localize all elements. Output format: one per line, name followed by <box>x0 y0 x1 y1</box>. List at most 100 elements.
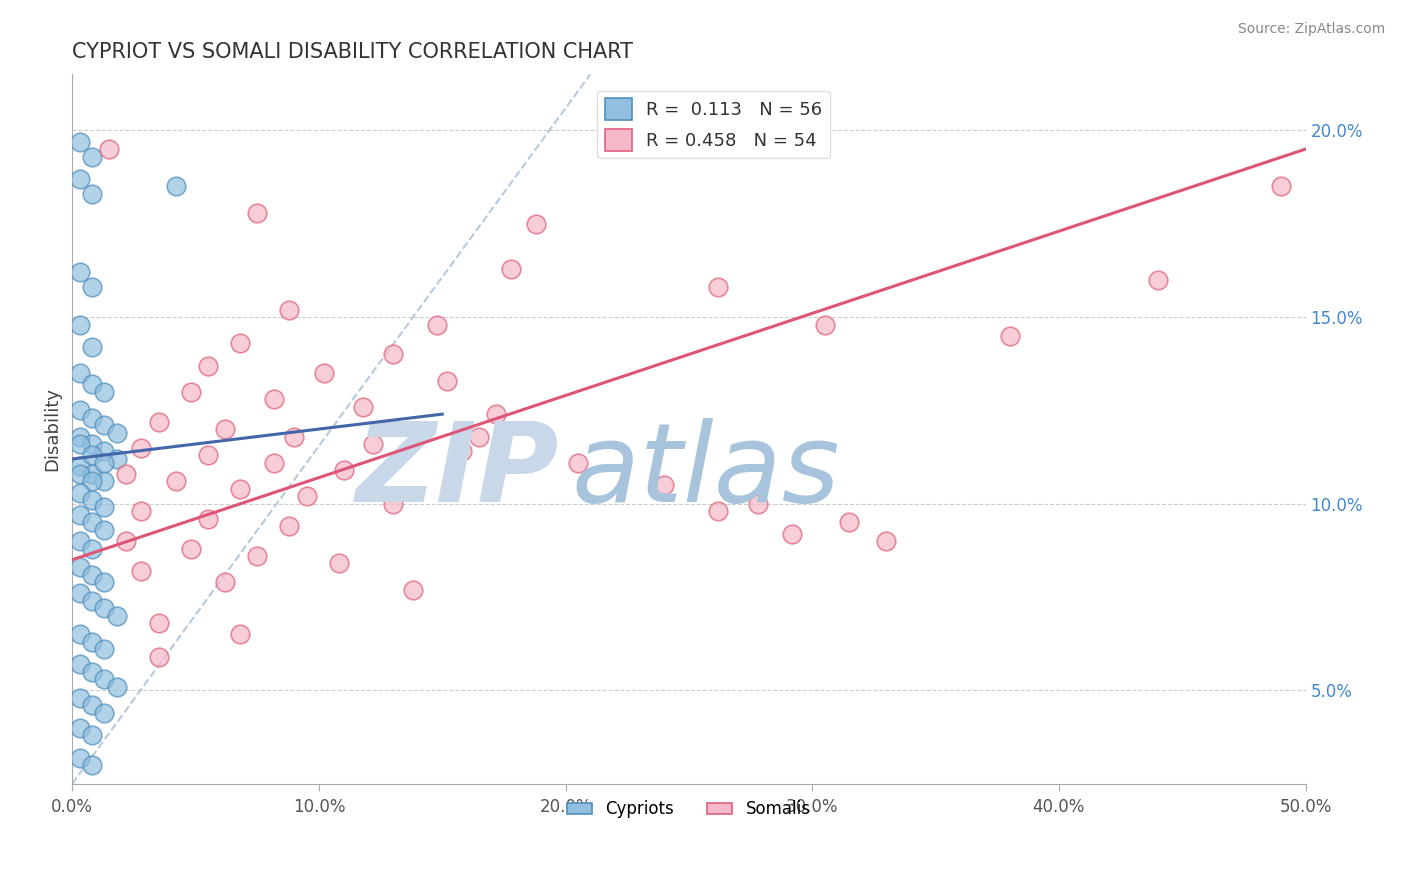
Point <box>214 422 236 436</box>
Point <box>80 475 103 489</box>
Point <box>69 172 91 186</box>
Point <box>148 415 170 429</box>
Point <box>69 534 91 549</box>
Point <box>80 665 103 679</box>
Point <box>246 205 269 219</box>
Point <box>69 403 91 417</box>
Point <box>1146 273 1168 287</box>
Point <box>567 456 589 470</box>
Point <box>69 318 91 332</box>
Point <box>312 366 335 380</box>
Point <box>80 437 103 451</box>
Point <box>129 504 152 518</box>
Point <box>747 497 769 511</box>
Point <box>69 485 91 500</box>
Point <box>707 280 730 294</box>
Point <box>214 575 236 590</box>
Point <box>115 534 138 549</box>
Point <box>105 680 128 694</box>
Point <box>426 318 449 332</box>
Point <box>69 586 91 600</box>
Point <box>436 374 458 388</box>
Point <box>80 516 103 530</box>
Point <box>80 635 103 649</box>
Point <box>93 575 115 590</box>
Point <box>93 456 115 470</box>
Y-axis label: Disability: Disability <box>44 387 60 471</box>
Point <box>93 500 115 515</box>
Point <box>361 437 384 451</box>
Point <box>93 523 115 537</box>
Point <box>69 508 91 522</box>
Point <box>80 377 103 392</box>
Point <box>263 392 285 407</box>
Point <box>105 608 128 623</box>
Point <box>80 410 103 425</box>
Point <box>165 475 187 489</box>
Point <box>381 347 404 361</box>
Point <box>93 444 115 458</box>
Point <box>813 318 835 332</box>
Point <box>93 475 115 489</box>
Point <box>229 627 252 641</box>
Point <box>229 336 252 351</box>
Text: CYPRIOT VS SOMALI DISABILITY CORRELATION CHART: CYPRIOT VS SOMALI DISABILITY CORRELATION… <box>72 42 633 62</box>
Point <box>80 467 103 481</box>
Point <box>180 384 202 399</box>
Point <box>93 642 115 657</box>
Point <box>80 186 103 201</box>
Point <box>652 478 675 492</box>
Text: atlas: atlas <box>572 418 841 525</box>
Point <box>69 437 91 451</box>
Point <box>69 265 91 279</box>
Point <box>468 429 491 443</box>
Point <box>295 489 318 503</box>
Point <box>875 534 897 549</box>
Point <box>352 400 374 414</box>
Point <box>180 541 202 556</box>
Point <box>80 493 103 508</box>
Point <box>148 616 170 631</box>
Point <box>80 567 103 582</box>
Point <box>278 519 301 533</box>
Point <box>98 142 121 156</box>
Point <box>129 441 152 455</box>
Point <box>1270 179 1292 194</box>
Point <box>401 582 423 597</box>
Point <box>80 594 103 608</box>
Point <box>278 302 301 317</box>
Point <box>381 497 404 511</box>
Point <box>69 750 91 764</box>
Point <box>451 444 474 458</box>
Point <box>115 467 138 481</box>
Text: ZIP: ZIP <box>356 418 560 525</box>
Point <box>707 504 730 518</box>
Point <box>80 150 103 164</box>
Point <box>501 261 523 276</box>
Point <box>69 657 91 672</box>
Point <box>283 429 305 443</box>
Point <box>69 560 91 574</box>
Point <box>197 511 219 525</box>
Point <box>69 429 91 443</box>
Point <box>80 758 103 772</box>
Point <box>69 467 91 481</box>
Point <box>80 280 103 294</box>
Point <box>93 672 115 686</box>
Point <box>69 366 91 380</box>
Point <box>80 541 103 556</box>
Legend: Cypriots, Somalis: Cypriots, Somalis <box>561 794 817 825</box>
Point <box>80 340 103 354</box>
Point <box>93 418 115 433</box>
Point <box>105 425 128 440</box>
Point <box>328 557 350 571</box>
Point <box>93 706 115 720</box>
Point <box>93 601 115 615</box>
Point <box>165 179 187 194</box>
Point <box>246 549 269 563</box>
Point <box>782 526 804 541</box>
Point <box>80 728 103 742</box>
Point <box>129 564 152 578</box>
Point <box>69 690 91 705</box>
Point <box>332 463 354 477</box>
